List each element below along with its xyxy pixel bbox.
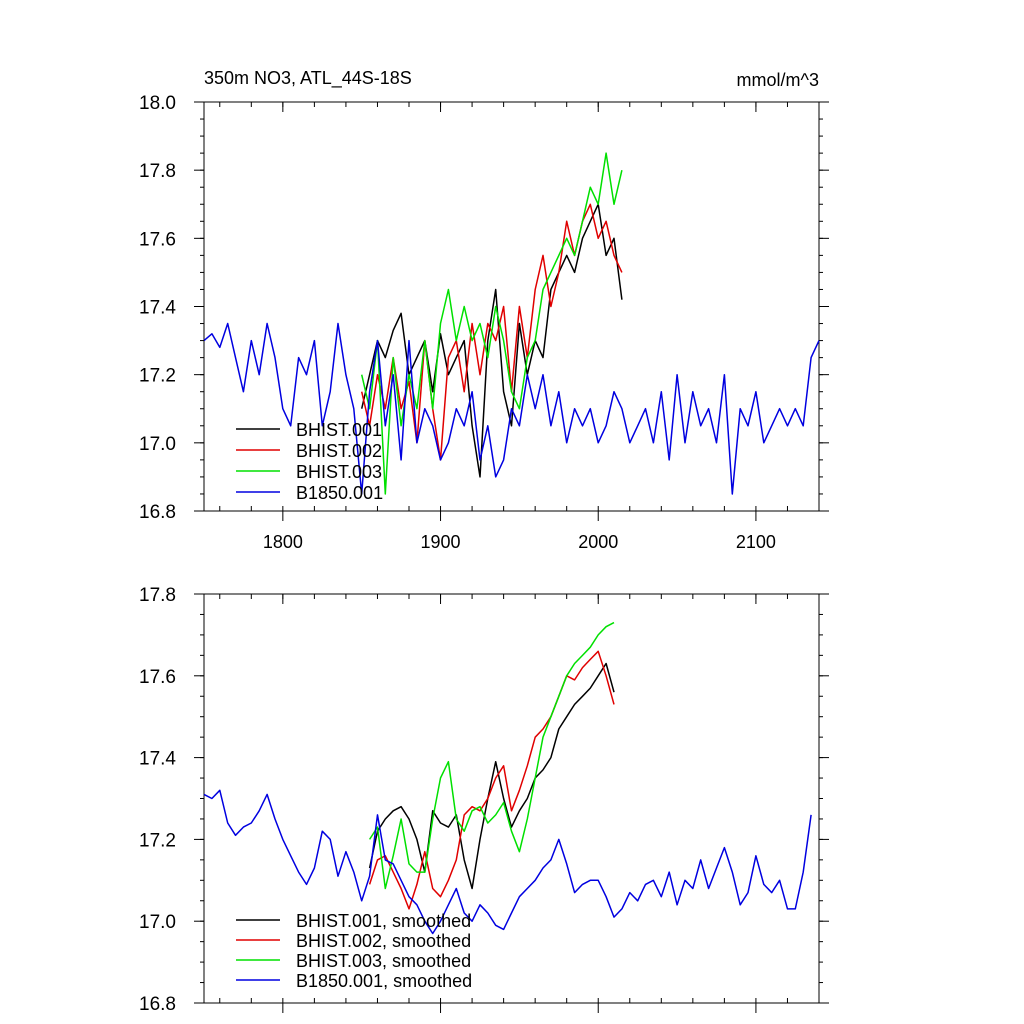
y-tick-label: 17.2 [139,830,176,851]
y-tick-label: 17.6 [139,667,176,688]
series-line-b1850-001-smoothed [203,789,812,935]
chart-title: 350m NO3, ATL_44S-18S [204,68,412,89]
y-tick-label: 17.4 [139,298,176,319]
legend-label: B1850.001 [296,483,383,503]
y-tick-label: 17.8 [139,161,176,182]
x-tick-label: 1900 [421,532,461,552]
legend-label: B1850.001, smoothed [296,971,472,991]
units-label: mmol/m^3 [737,70,819,90]
y-tick-label: 17.4 [139,749,176,770]
series-line-bhist-001 [360,203,623,478]
series-line-bhist-003-smoothed [368,621,615,890]
legend-label: BHIST.002, smoothed [296,931,471,951]
x-tick-label: 2000 [578,532,618,552]
y-tick-label: 17.0 [139,434,176,455]
series-line-b1850-001 [203,322,820,495]
legend-label: BHIST.001 [296,420,382,440]
y-tick-label: 17.8 [139,585,176,606]
legend-label: BHIST.003 [296,462,382,482]
x-tick-label: 2100 [736,532,776,552]
y-tick-label: 16.8 [139,994,176,1015]
y-tick-label: 18.0 [139,93,176,114]
x-tick-label: 1800 [263,532,303,552]
legend-label: BHIST.003, smoothed [296,951,471,971]
y-tick-label: 17.2 [139,366,176,387]
bottom-panel: 16.8 17.0 17.2 17.4 17.6 17.8 BHIST.001, smoo… [139,585,829,1015]
series-line-bhist-003 [360,152,623,495]
top-panel: 1800 1900 2000 2100 16.8 17.0 17.2 17.4 17.6 17.8… [139,93,829,552]
legend-label: BHIST.002 [296,441,382,461]
series-line-bhist-002-smoothed [368,650,615,910]
y-tick-label: 16.8 [139,502,176,523]
y-tick-label: 17.0 [139,912,176,933]
y-tick-label: 17.6 [139,229,176,250]
legend-label: BHIST.001, smoothed [296,911,471,931]
series-line-bhist-001-smoothed [368,662,615,890]
